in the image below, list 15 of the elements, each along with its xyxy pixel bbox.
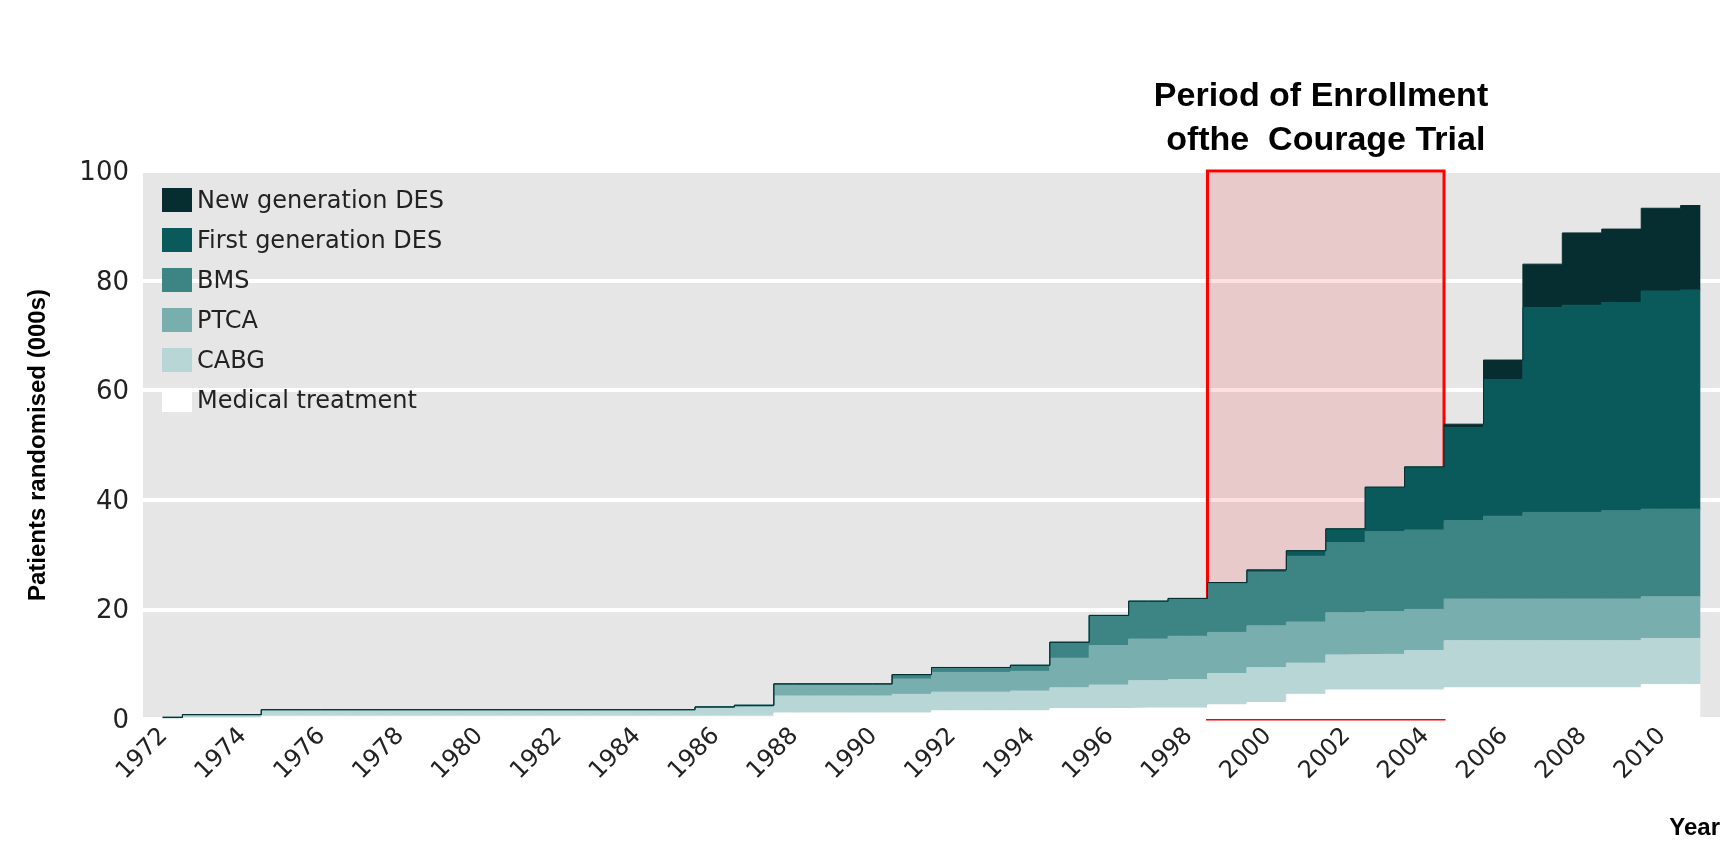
y-tick-label: 60 [95, 375, 129, 406]
y-tick-label: 0 [112, 704, 129, 734]
legend-label: First generation DES [197, 226, 443, 254]
y-axis-title: Patients randomised (000s) [22, 288, 50, 602]
y-tick-label: 40 [95, 484, 129, 515]
legend-label: New generation DES [197, 186, 445, 214]
y-tick-label: 80 [95, 265, 129, 296]
x-axis-title: Year [1669, 812, 1720, 840]
legend-label: PTCA [197, 306, 259, 334]
y-tick-label: 100 [79, 156, 129, 186]
legend-label: Medical treatment [197, 386, 417, 414]
legend-label: CABG [197, 346, 265, 374]
legend-label: BMS [197, 266, 250, 294]
band-label: Period of Enrollment ofthe Courage Trial [1153, 74, 1498, 157]
y-tick-label: 20 [95, 594, 129, 625]
